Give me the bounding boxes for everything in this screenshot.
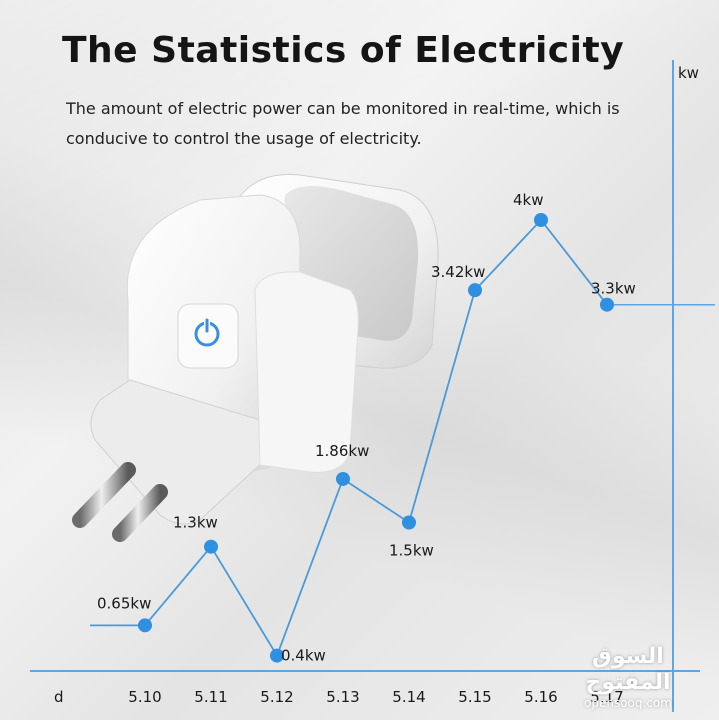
data-label: 3.42kw — [431, 263, 485, 281]
watermark: السوق المفتوح opensooq.com — [548, 644, 708, 710]
x-tick-label: 5.12 — [260, 688, 293, 706]
data-label: 1.3kw — [173, 514, 218, 532]
x-axis-label: d — [54, 688, 64, 706]
x-tick-label: 5.10 — [128, 688, 161, 706]
data-label: 1.86kw — [315, 442, 369, 460]
data-point — [270, 648, 284, 663]
x-tick-label: 5.15 — [458, 688, 491, 706]
page-subtitle: The amount of electric power can be moni… — [66, 99, 620, 148]
page-title: The Statistics of Electricity — [62, 30, 625, 71]
data-label: 0.65kw — [97, 594, 151, 612]
data-point — [204, 539, 218, 554]
plug-pins — [72, 462, 168, 542]
watermark-arabic: السوق المفتوح — [585, 644, 671, 695]
data-label: 1.5kw — [389, 542, 434, 560]
x-tick-label: 5.17 — [590, 688, 623, 706]
data-point — [468, 283, 482, 298]
x-tick-label: 5.16 — [524, 688, 557, 706]
x-tick-label: 5.11 — [194, 688, 227, 706]
data-label: 4kw — [513, 191, 544, 209]
y-axis-label: kw — [678, 64, 699, 82]
x-tick-label: 5.14 — [392, 688, 425, 706]
x-tick-label: 5.13 — [326, 688, 359, 706]
data-point — [138, 618, 152, 633]
series-line — [90, 218, 608, 658]
data-point — [600, 297, 614, 312]
data-point — [336, 471, 350, 486]
data-label: 0.4kw — [281, 647, 326, 665]
data-point — [402, 515, 416, 530]
power-icon — [194, 318, 220, 347]
watermark-latin: opensooq.com — [584, 696, 672, 710]
data-label: 3.3kw — [591, 280, 636, 298]
data-point — [534, 213, 548, 227]
